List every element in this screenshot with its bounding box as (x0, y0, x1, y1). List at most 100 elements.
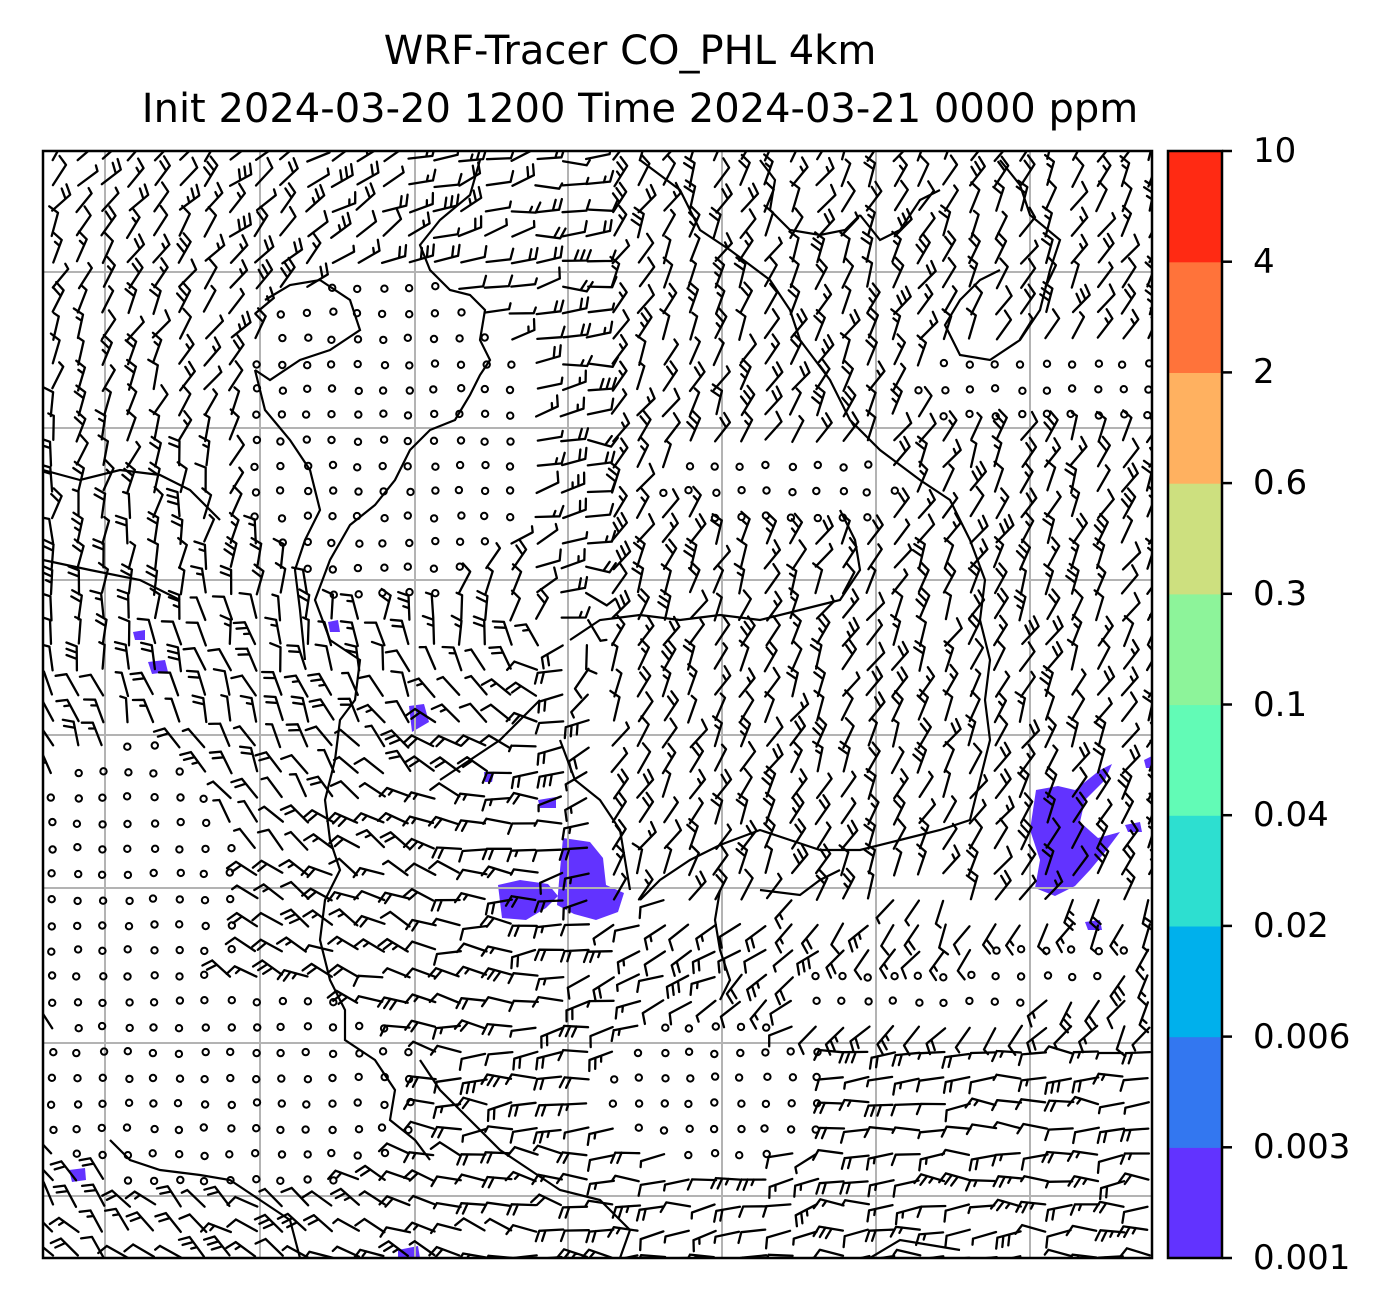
wind-calm-circle (862, 488, 871, 497)
wind-calm-circle (278, 360, 287, 370)
wind-calm-circle (199, 794, 208, 803)
wind-barb (1017, 1051, 1048, 1067)
wind-calm-circle (150, 819, 160, 828)
wind-calm-circle (481, 460, 490, 470)
wind-barb (584, 1199, 614, 1208)
wind-barb (1146, 721, 1152, 748)
wind-barb (176, 232, 192, 264)
wind-barb (659, 308, 671, 341)
wind-barb (768, 1177, 794, 1200)
wind-barb (207, 648, 232, 672)
wind-calm-circle (123, 972, 132, 981)
wind-barb (514, 623, 540, 647)
wind-barb (914, 1231, 945, 1247)
wind-calm-circle (123, 1151, 133, 1160)
wind-calm-circle (505, 385, 515, 395)
wind-barb (688, 870, 707, 901)
wind-barb (1019, 670, 1036, 698)
wind-barb (297, 588, 311, 620)
wind-barb (160, 620, 183, 646)
wind-barb (815, 868, 829, 901)
wind-barb (505, 711, 538, 725)
wind-barb (253, 883, 284, 901)
wind-barb (326, 989, 359, 1006)
wind-calm-circle (174, 1125, 184, 1135)
wind-barb (637, 820, 657, 851)
wind-barb (54, 673, 80, 697)
wind-barb (918, 1152, 946, 1172)
wind-barb (229, 466, 245, 495)
wind-calm-circle (352, 511, 362, 521)
wind-calm-circle (98, 998, 107, 1008)
wind-barb (249, 536, 263, 569)
wind-barb (1017, 818, 1033, 851)
wind-calm-circle (199, 1123, 209, 1132)
wind-calm-circle (328, 1073, 337, 1083)
wind-calm-circle (709, 1124, 719, 1134)
wind-barb (510, 948, 537, 970)
wind-calm-circle (710, 462, 719, 471)
wind-barb (43, 752, 52, 775)
wind-barb (582, 950, 613, 964)
wind-barb (585, 218, 613, 238)
wind-barb (418, 645, 437, 671)
wind-barb (531, 848, 562, 863)
wind-barb (691, 950, 716, 975)
wind-barb (1096, 1127, 1126, 1145)
wind-barb (114, 671, 130, 698)
wind-barb (637, 154, 651, 187)
wind-barb (404, 1019, 437, 1033)
wind-barb (1117, 767, 1133, 800)
wind-barb (586, 1179, 616, 1196)
wind-barb (165, 487, 181, 518)
wind-barb (223, 536, 238, 568)
wind-barb (814, 1076, 844, 1092)
wind-barb (765, 872, 783, 900)
wind-barb (740, 615, 756, 647)
wind-calm-circle (176, 868, 186, 878)
wind-barb (1120, 564, 1139, 595)
wind-barb (562, 354, 593, 368)
wind-barb (928, 950, 946, 982)
wind-calm-circle (73, 1100, 83, 1109)
wind-barb (1096, 464, 1111, 493)
wind-calm-circle (48, 817, 57, 827)
wind-barb (558, 846, 589, 861)
wind-barb (484, 302, 512, 314)
wind-barb (917, 154, 930, 187)
wind-barb (969, 514, 989, 545)
wind-barb (1095, 180, 1108, 213)
colorbar-tick-label: 0.02 (1253, 905, 1329, 946)
wind-barb (377, 891, 410, 905)
wind-barb (75, 433, 89, 466)
wind-barb (661, 387, 681, 418)
wind-barb (718, 922, 742, 949)
wind-calm-circle (405, 361, 414, 370)
wind-barb (229, 434, 245, 466)
wind-barb (892, 793, 906, 826)
wind-barb (402, 1098, 435, 1111)
wind-calm-circle (864, 997, 873, 1006)
chart-title-line2: Init 2024-03-20 1200 Time 2024-03-21 000… (141, 86, 1139, 132)
wind-barb (284, 830, 309, 851)
wind-barb (126, 409, 137, 442)
wind-barb (491, 620, 513, 646)
wind-barb (43, 516, 55, 544)
wind-barb (687, 561, 701, 594)
wind-barb (1097, 637, 1111, 670)
wind-barb (535, 1051, 562, 1071)
wind-calm-circle (72, 1149, 82, 1158)
wind-barb (230, 310, 252, 339)
wind-barb (182, 647, 207, 671)
wind-barb (586, 1127, 614, 1147)
wind-calm-circle (252, 360, 261, 369)
wind-barb (790, 741, 803, 774)
tracer-plume (557, 838, 624, 920)
wind-barb (762, 791, 776, 824)
wind-barb (815, 772, 833, 800)
wind-barb (556, 1151, 588, 1164)
wind-barb (1115, 1025, 1127, 1058)
colorbar-segment (1168, 261, 1222, 373)
wind-calm-circle (711, 1022, 720, 1031)
wind-barb (178, 384, 192, 417)
